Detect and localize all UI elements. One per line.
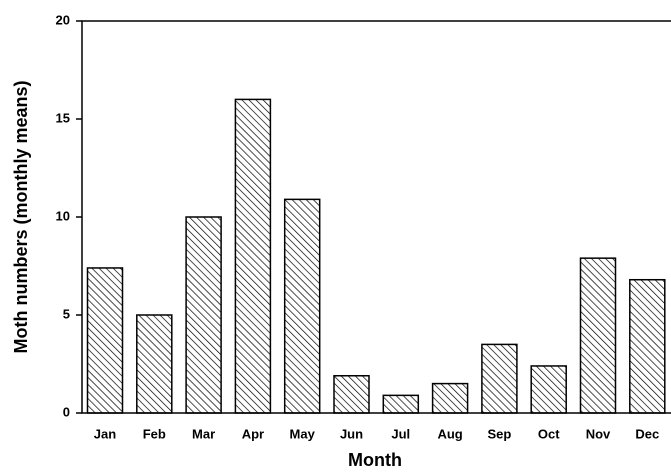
x-tick-label: Dec	[635, 426, 659, 441]
bar	[185, 216, 222, 414]
x-tick-label: Jan	[94, 426, 116, 441]
x-tick-label: Feb	[143, 426, 166, 441]
x-tick-label: Jul	[391, 426, 410, 441]
bar	[530, 365, 567, 414]
x-tick-label: Sep	[487, 426, 511, 441]
y-axis-title: Moth numbers (monthly means)	[11, 80, 31, 353]
x-tick-label: Oct	[538, 426, 560, 441]
bar	[283, 198, 321, 414]
bar	[333, 375, 370, 414]
bar	[86, 267, 124, 414]
x-axis-title: Month	[348, 450, 402, 470]
bar	[136, 314, 173, 414]
y-tick-label: 0	[63, 404, 70, 419]
x-tick-label: Aug	[437, 426, 462, 441]
bar	[629, 278, 666, 414]
x-tick-label: May	[290, 426, 316, 441]
x-tick-label: Jun	[340, 426, 363, 441]
bar	[431, 382, 469, 414]
x-tick-label: Apr	[242, 426, 264, 441]
y-tick-label: 5	[63, 306, 70, 321]
y-tick-label: 10	[56, 208, 70, 223]
x-tick-label: Mar	[192, 426, 215, 441]
bar	[382, 394, 420, 414]
bar	[579, 257, 617, 414]
bar	[234, 98, 272, 414]
bar	[481, 343, 518, 414]
y-tick-label: 15	[56, 110, 70, 125]
y-tick-label: 20	[56, 12, 70, 27]
x-tick-label: Nov	[586, 426, 611, 441]
